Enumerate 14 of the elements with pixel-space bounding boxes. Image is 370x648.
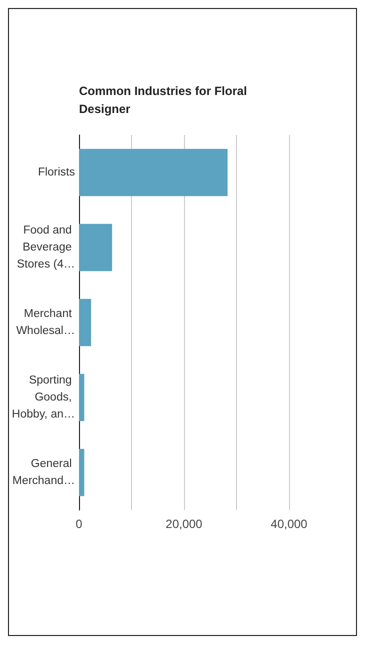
bar [79,148,228,196]
chart-title: Common Industries for Floral Designer [79,83,248,118]
bar [79,224,112,272]
bar [79,298,92,346]
bar [79,374,84,422]
bar [79,448,84,496]
x-tick-label: 0 [76,517,83,531]
x-tick-label: 20,000 [166,517,203,531]
y-tick-label: General Merchand… [12,458,75,487]
y-tick-label: Florists [38,166,76,178]
y-tick-label: Food and Beverage Stores (4… [16,224,75,270]
y-tick-label: Sporting Goods, Hobby, an… [12,374,75,420]
x-tick-label: 40,000 [270,517,308,531]
y-tick-label: Merchant Wholesal… [16,308,75,337]
